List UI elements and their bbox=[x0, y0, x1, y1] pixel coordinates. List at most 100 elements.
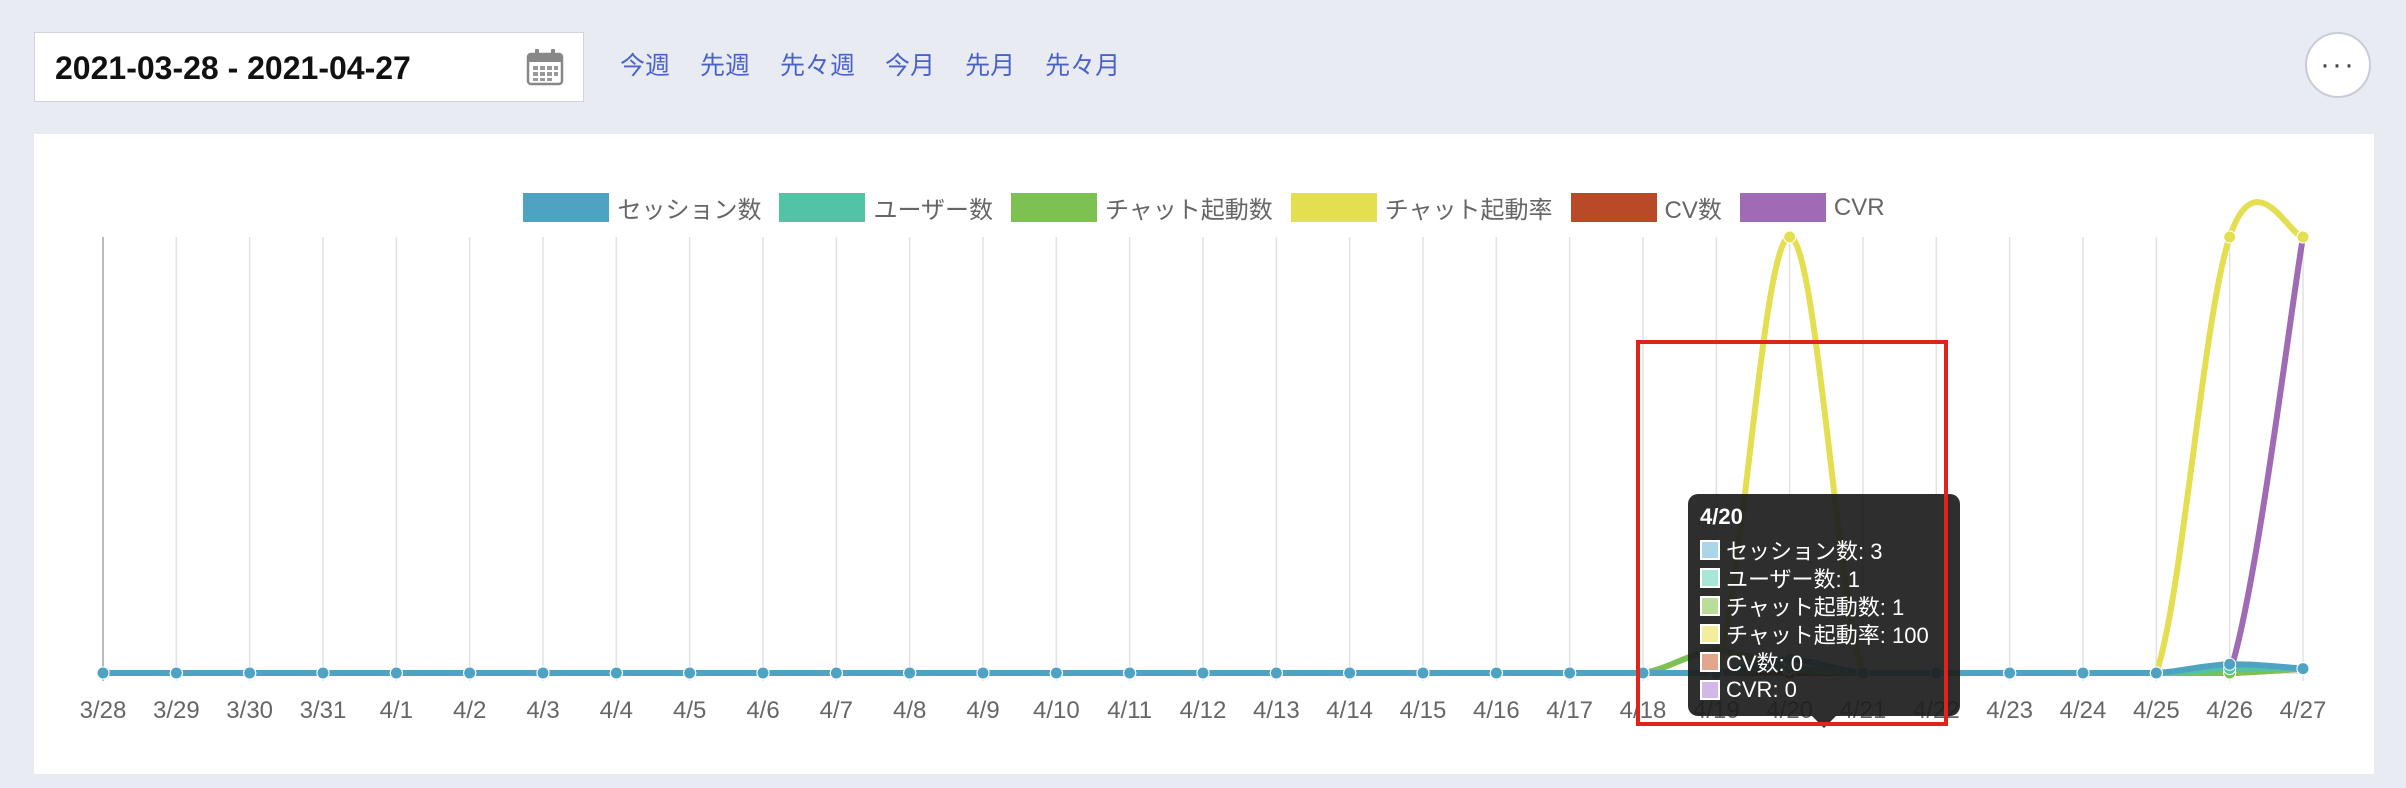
legend-swatch bbox=[1010, 193, 1097, 222]
tooltip-swatch bbox=[1700, 680, 1720, 700]
legend-swatch bbox=[523, 193, 610, 222]
legend-item[interactable]: ユーザー数 bbox=[779, 190, 993, 225]
x-tick-label: 4/12 bbox=[1180, 697, 1227, 724]
data-point bbox=[976, 666, 990, 680]
data-point bbox=[1783, 230, 1797, 244]
more-icon: ··· bbox=[2320, 48, 2356, 81]
data-point bbox=[1269, 666, 1283, 680]
tooltip-title: 4/20 bbox=[1700, 504, 1743, 529]
data-point bbox=[2296, 230, 2310, 244]
data-point bbox=[2296, 662, 2310, 676]
x-tick-label: 4/23 bbox=[1986, 697, 2033, 724]
x-tick-label: 4/18 bbox=[1620, 697, 1667, 724]
data-point bbox=[756, 666, 770, 680]
tooltip-swatch bbox=[1700, 624, 1720, 644]
tooltip-row-label: チャット起動数: 1 bbox=[1726, 595, 1905, 620]
calendar-icon[interactable] bbox=[525, 47, 565, 87]
x-tick-label: 3/28 bbox=[80, 697, 127, 724]
legend-label: ユーザー数 bbox=[873, 197, 993, 224]
x-tick-label: 3/31 bbox=[300, 697, 347, 724]
link-last-month[interactable]: 先月 bbox=[965, 52, 1016, 80]
x-tick-label: 4/14 bbox=[1326, 697, 1373, 724]
legend-item[interactable]: CV数 bbox=[1570, 190, 1722, 225]
x-tick-label: 4/7 bbox=[820, 697, 853, 724]
legend-swatch bbox=[779, 193, 866, 222]
legend-item[interactable]: チャット起動数 bbox=[1010, 190, 1273, 225]
link-this-week[interactable]: 今週 bbox=[620, 52, 671, 80]
date-range-picker[interactable]: 2021-03-28 - 2021-04-27 bbox=[34, 32, 584, 102]
tooltip-row-label: CVR: 0 bbox=[1726, 677, 1797, 702]
data-point bbox=[316, 666, 330, 680]
x-tick-label: 4/2 bbox=[453, 697, 486, 724]
x-tick-label: 4/16 bbox=[1473, 697, 1520, 724]
tooltip-row-label: チャット起動率: 100 bbox=[1726, 623, 1929, 648]
x-tick-label: 4/5 bbox=[673, 697, 706, 724]
legend-item[interactable]: チャット起動率 bbox=[1290, 190, 1553, 225]
data-point bbox=[96, 666, 110, 680]
x-tick-label: 4/13 bbox=[1253, 697, 1300, 724]
data-point bbox=[829, 666, 843, 680]
legend-swatch bbox=[1290, 193, 1377, 222]
legend-item[interactable]: CVR bbox=[1739, 193, 1885, 222]
legend-label: CV数 bbox=[1664, 197, 1722, 224]
data-point bbox=[1416, 666, 1430, 680]
data-point bbox=[1343, 666, 1357, 680]
data-point bbox=[1636, 666, 1650, 680]
x-tick-label: 3/29 bbox=[153, 697, 200, 724]
legend-swatch bbox=[1739, 193, 1826, 222]
x-tick-label: 4/10 bbox=[1033, 697, 1080, 724]
x-tick-label: 4/17 bbox=[1546, 697, 1593, 724]
link-this-month[interactable]: 今月 bbox=[885, 52, 936, 80]
data-point bbox=[243, 666, 257, 680]
quick-range-links: 今週 先週 先々週 今月 先月 先々月 bbox=[620, 46, 1150, 82]
data-point bbox=[2223, 657, 2237, 671]
x-tick-label: 4/6 bbox=[746, 697, 779, 724]
tooltip-row: CVR: 0 bbox=[1700, 676, 1948, 704]
data-point bbox=[2076, 666, 2090, 680]
x-tick-label: 4/27 bbox=[2280, 697, 2327, 724]
date-range-input[interactable]: 2021-03-28 - 2021-04-27 bbox=[55, 50, 411, 86]
x-tick-label: 4/3 bbox=[526, 697, 559, 724]
chart-panel: 3/28 3/29 3/30 3/31 4/1 4/2 4/3 4/4 4/5 4/6 4/7 4/8… bbox=[34, 134, 2374, 774]
tooltip-swatch bbox=[1700, 596, 1720, 616]
x-tick-label: 4/26 bbox=[2206, 697, 2253, 724]
link-two-months-ago[interactable]: 先々月 bbox=[1045, 52, 1121, 80]
tooltip-swatch bbox=[1700, 540, 1720, 560]
x-tick-label: 4/8 bbox=[893, 697, 926, 724]
data-point bbox=[683, 666, 697, 680]
legend-label: チャット起動率 bbox=[1384, 197, 1553, 224]
tooltip-row-label: ユーザー数: 1 bbox=[1726, 567, 1861, 592]
legend-item[interactable]: セッション数 bbox=[523, 190, 761, 225]
data-point bbox=[169, 666, 183, 680]
x-tick-label: 3/30 bbox=[226, 697, 273, 724]
x-tick-label: 4/4 bbox=[600, 697, 633, 724]
link-two-weeks-ago[interactable]: 先々週 bbox=[780, 52, 856, 80]
x-tick-label: 4/1 bbox=[380, 697, 413, 724]
x-tick-label: 4/25 bbox=[2133, 697, 2180, 724]
data-point bbox=[2003, 666, 2017, 680]
chart-tooltip: 4/20 セッション数: 3 ユーザー数: 1 チャット起動数: 1 チャット起動率:… bbox=[1688, 494, 1960, 728]
tooltip-swatch bbox=[1700, 652, 1720, 672]
data-point bbox=[536, 666, 550, 680]
data-point bbox=[1489, 666, 1503, 680]
data-point bbox=[463, 666, 477, 680]
legend-label: セッション数 bbox=[617, 197, 762, 224]
tooltip-row-label: セッション数: 3 bbox=[1726, 539, 1883, 564]
legend-label: CVR bbox=[1833, 193, 1885, 221]
tooltip-row: チャット起動率: 100 bbox=[1700, 620, 1948, 648]
tooltip-row: セッション数: 3 bbox=[1700, 536, 1948, 564]
data-point bbox=[609, 666, 623, 680]
tooltip-swatch bbox=[1700, 568, 1720, 588]
tooltip-row: ユーザー数: 1 bbox=[1700, 564, 1948, 592]
more-options-button[interactable]: ··· bbox=[2305, 32, 2371, 98]
x-tick-label: 4/9 bbox=[966, 697, 999, 724]
link-last-week[interactable]: 先週 bbox=[700, 52, 751, 80]
chart-legend: セッション数 ユーザー数 チャット起動数 チャット起動率 CV数 CVR bbox=[34, 190, 2374, 225]
x-tick-label: 4/24 bbox=[2060, 697, 2107, 724]
data-point bbox=[1563, 666, 1577, 680]
data-point bbox=[903, 666, 917, 680]
data-point bbox=[1196, 666, 1210, 680]
x-tick-label: 4/11 bbox=[1107, 697, 1152, 724]
data-point bbox=[2223, 230, 2237, 244]
